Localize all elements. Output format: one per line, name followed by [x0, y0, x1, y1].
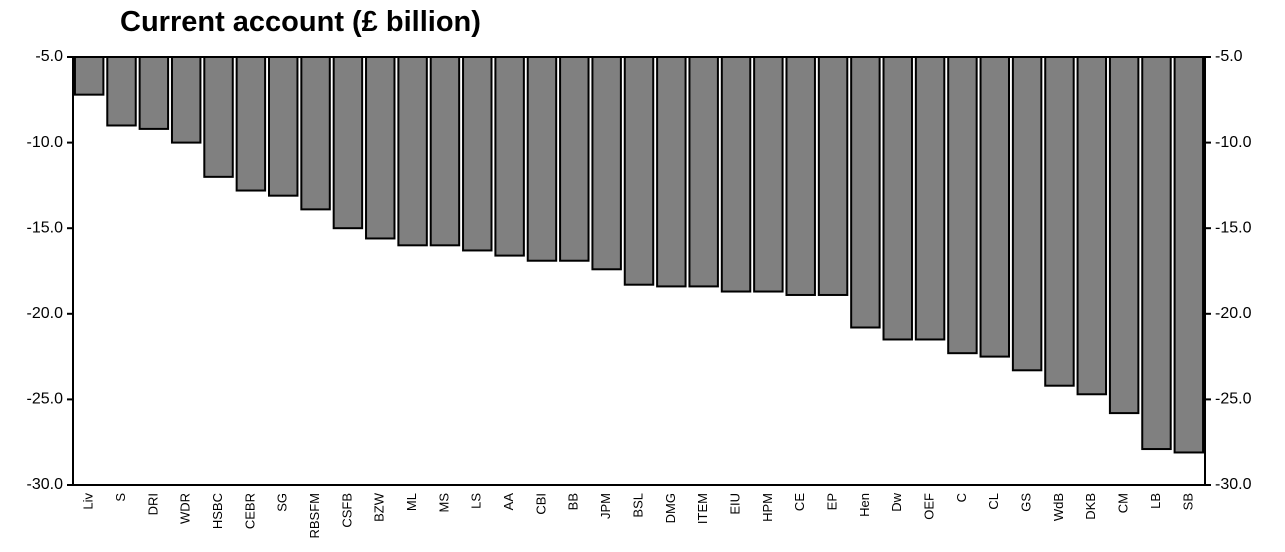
x-tick-label-csfb: CSFB [339, 493, 354, 528]
x-tick-label-wdb: WdB [1051, 493, 1066, 521]
bar-ce [785, 56, 816, 296]
bar-ms [429, 56, 461, 247]
y-tick-label-left: -10.0 [27, 134, 64, 151]
x-tick-label-ls: LS [469, 493, 484, 509]
bar-wdr [170, 56, 202, 144]
bar-cl [979, 56, 1010, 358]
bar-bb [559, 56, 590, 262]
bar-eiu [720, 56, 752, 293]
plot-frame [72, 56, 1206, 486]
bar-rbsfm [300, 56, 331, 211]
chart-title: Current account (£ billion) [120, 6, 481, 38]
x-tick-label-ml: ML [404, 493, 419, 511]
y-tick-label-right: -10.0 [1215, 134, 1252, 151]
x-tick-label-sb: SB [1180, 493, 1195, 510]
x-tick-label-ce: CE [792, 493, 807, 511]
bar-jpm [591, 56, 622, 271]
x-tick-label-gs: GS [1019, 493, 1034, 512]
y-tick-label-left: -5.0 [35, 48, 63, 65]
x-tick-label-bzw: BZW [372, 492, 387, 522]
bar-dmg [656, 56, 687, 288]
y-tick-label-left: -20.0 [27, 305, 64, 322]
x-tick-label-dmg: DMG [663, 493, 678, 523]
bar-dw [882, 56, 913, 341]
bar-sb [1173, 56, 1205, 454]
x-tick-label-hen: Hen [857, 493, 872, 517]
bar-cbi [526, 56, 558, 262]
bar-bsl [623, 56, 655, 286]
x-tick-label-aa: AA [501, 493, 516, 511]
bar-dkb [1076, 56, 1108, 396]
bar-c [947, 56, 978, 355]
bar-wdb [1044, 56, 1075, 387]
x-tick-label-dkb: DKB [1083, 493, 1098, 520]
y-tick-label-left: -30.0 [27, 476, 64, 493]
bar-ls [462, 56, 493, 252]
x-tick-label-liv: Liv [81, 493, 96, 510]
bar-ml [397, 56, 428, 247]
y-axis-left: -5.0 -10.0 -15.0 -20.0 -25.0 -30.0 [27, 48, 73, 493]
bar-gs [1011, 56, 1043, 372]
bar-cebr [235, 56, 267, 192]
y-tick-label-left: -25.0 [27, 391, 64, 408]
x-tick-label-s: S [113, 493, 128, 502]
x-tick-label-hpm: HPM [760, 493, 775, 522]
x-tick-label-wdr: WDR [178, 493, 193, 524]
bar-aa [494, 56, 525, 257]
bar-hpm [753, 56, 784, 293]
x-tick-label-c: C [954, 493, 969, 502]
bar-hsbc [203, 56, 234, 178]
x-tick-label-cm: CM [1116, 493, 1131, 513]
y-tick-label-right: -5.0 [1215, 48, 1243, 65]
bar-ep [817, 56, 849, 296]
x-tick-label-jpm: JPM [598, 493, 613, 519]
x-tick-label-oef: OEF [922, 493, 937, 520]
x-tick-label-bb: BB [566, 493, 581, 510]
y-axis-right: -5.0 -10.0 -15.0 -20.0 -25.0 -30.0 [1205, 48, 1252, 493]
x-tick-label-rbsfm: RBSFM [307, 493, 322, 539]
x-tick-label-cl: CL [986, 493, 1001, 510]
bar-s [106, 56, 137, 127]
x-tick-label-cebr: CEBR [242, 493, 257, 529]
bar-dri [138, 56, 170, 130]
bar-item [688, 56, 719, 288]
bar-liv [73, 56, 105, 96]
x-tick-label-eiu: EIU [727, 493, 742, 515]
x-axis-labels: Liv S DRI WDR HSBC CEBR SG RBSFM CSFB BZW ML MS LS AA… [81, 492, 1196, 538]
x-tick-label-sg: SG [275, 493, 290, 512]
x-tick-label-bsl: BSL [630, 493, 645, 518]
x-tick-label-ep: EP [824, 493, 839, 510]
x-tick-label-cbi: CBI [533, 493, 548, 515]
x-tick-label-lb: LB [1148, 493, 1163, 509]
y-tick-label-right: -15.0 [1215, 219, 1252, 236]
bar-hen [850, 56, 881, 329]
x-tick-label-item: ITEM [695, 493, 710, 524]
x-tick-label-dri: DRI [145, 493, 160, 515]
bar-sg [268, 56, 299, 197]
bars-group [73, 56, 1205, 454]
bar-bzw [365, 56, 396, 240]
y-tick-label-left: -15.0 [27, 219, 64, 236]
x-tick-label-ms: MS [436, 493, 451, 513]
y-tick-label-right: -25.0 [1215, 391, 1252, 408]
bar-cm [1108, 56, 1140, 415]
bar-lb [1141, 56, 1172, 451]
bar-csfb [332, 56, 364, 230]
y-tick-label-right: -20.0 [1215, 305, 1252, 322]
x-tick-label-dw: Dw [889, 492, 904, 511]
y-tick-label-right: -30.0 [1215, 476, 1252, 493]
bar-oef [914, 56, 946, 341]
x-tick-label-hsbc: HSBC [210, 493, 225, 529]
